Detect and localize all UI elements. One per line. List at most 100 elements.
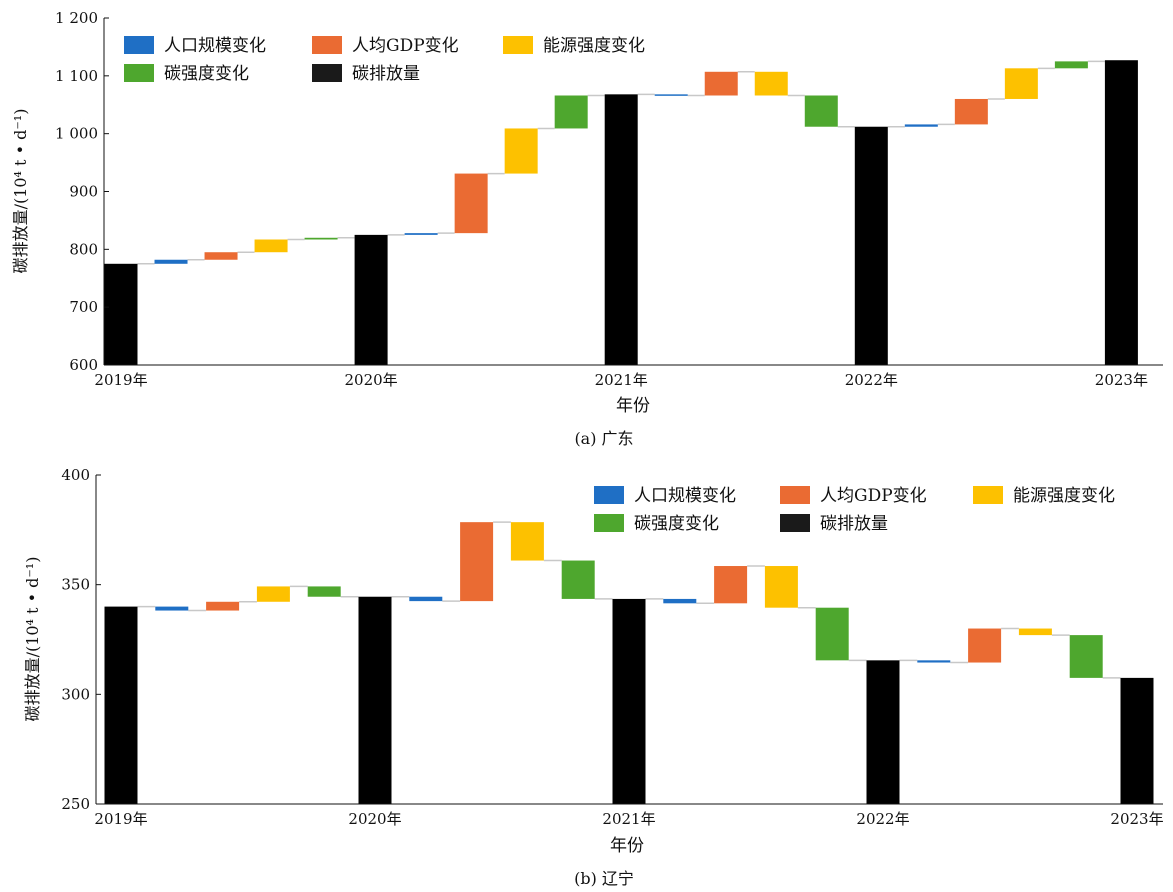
legend-swatch-carbon-intensity — [124, 64, 154, 82]
bar-gdp-per-capita-change — [968, 628, 1002, 663]
bar-gdp-per-capita-change — [460, 522, 494, 602]
bar-total-emissions — [612, 598, 646, 804]
y-tick-label: 800 — [69, 240, 98, 258]
bar-carbon-intensity-change — [1054, 61, 1088, 69]
y-tick-label: 1 000 — [55, 125, 98, 143]
x-tick-label: 2023年 — [1110, 810, 1163, 828]
legend: 人口规模变化 人均GDP变化 能源强度变化 碳强度变化 碳排放量 — [594, 486, 1115, 534]
bar-population-change — [663, 598, 697, 604]
legend-swatch-energy-intensity — [503, 36, 533, 54]
y-tick-label: 250 — [61, 795, 90, 813]
connector-lines — [137, 521, 1121, 679]
legend-swatch-population — [594, 486, 624, 504]
bar-energy-intensity-change — [1004, 68, 1038, 99]
bar-total-emissions — [358, 596, 392, 804]
bar-group — [104, 522, 1154, 804]
bar-population-change — [904, 124, 938, 127]
bar-group — [104, 60, 1138, 366]
legend: 人口规模变化 人均GDP变化 能源强度变化 碳强度变化 碳排放量 — [124, 36, 645, 84]
y-tick-labels: 250 300 350 400 — [61, 466, 101, 813]
legend-label: 人均GDP变化 — [352, 36, 459, 56]
bar-gdp-per-capita-change — [704, 71, 738, 96]
x-tick-label: 2019年 — [94, 371, 147, 389]
bar-gdp-per-capita-change — [454, 173, 488, 234]
connector-lines — [137, 60, 1105, 265]
legend-label: 人均GDP变化 — [820, 486, 927, 506]
panel-caption: (a) 广东 — [574, 429, 633, 448]
bar-total-emissions — [104, 263, 138, 365]
bar-population-change — [404, 233, 438, 235]
x-tick-label: 2021年 — [595, 371, 648, 389]
y-axis-label: 碳排放量/(10⁴ t • d⁻¹) — [23, 557, 42, 722]
bar-gdp-per-capita-change — [954, 98, 988, 125]
y-tick-label: 600 — [69, 356, 98, 374]
bar-energy-intensity-change — [504, 128, 538, 174]
x-tick-label: 2021年 — [602, 810, 655, 828]
x-tick-label: 2020年 — [348, 810, 401, 828]
bar-carbon-intensity-change — [304, 237, 338, 240]
bar-energy-intensity-change — [510, 522, 544, 561]
bar-energy-intensity-change — [754, 71, 788, 96]
y-tick-label: 1 100 — [55, 67, 98, 85]
bar-gdp-per-capita-change — [714, 566, 748, 604]
bar-total-emissions — [1120, 677, 1154, 804]
x-tick-labels: 2019年 2020年 2021年 2022年 2023年 — [94, 810, 1163, 828]
legend-swatch-gdp — [312, 36, 342, 54]
legend-swatch-emissions — [780, 514, 810, 532]
x-tick-label: 2023年 — [1095, 371, 1148, 389]
y-tick-labels: 600 700 800 900 1 000 1 100 1 200 — [55, 9, 109, 374]
bar-total-emissions — [866, 660, 900, 804]
bar-carbon-intensity-change — [554, 95, 588, 129]
bar-population-change — [409, 596, 443, 602]
y-tick-label: 300 — [61, 685, 90, 703]
x-tick-label: 2022年 — [845, 371, 898, 389]
y-tick-label: 700 — [69, 298, 98, 316]
legend-label: 能源强度变化 — [1013, 486, 1115, 506]
bar-carbon-intensity-change — [815, 607, 849, 661]
y-tick-label: 350 — [61, 576, 90, 594]
x-axis-label: 年份 — [616, 396, 650, 416]
bar-population-change — [917, 660, 951, 663]
bar-population-change — [155, 606, 189, 611]
bar-total-emissions — [104, 606, 138, 804]
y-axis-label: 碳排放量/(10⁴ t • d⁻¹) — [11, 109, 30, 274]
bar-total-emissions — [1104, 60, 1138, 366]
legend-label: 碳排放量 — [352, 64, 420, 84]
chart-panel-liaoning: 250 300 350 400 2019年 2020年 2021年 2022年 2023年 碳… — [23, 466, 1164, 888]
legend-label: 能源强度变化 — [543, 36, 645, 56]
x-tick-label: 2022年 — [856, 810, 909, 828]
bar-carbon-intensity-change — [804, 95, 838, 127]
bar-carbon-intensity-change — [307, 586, 341, 597]
bar-population-change — [154, 259, 188, 264]
legend-swatch-emissions — [312, 64, 342, 82]
bar-total-emissions — [604, 94, 638, 365]
bar-gdp-per-capita-change — [204, 252, 238, 260]
y-tick-label: 900 — [69, 183, 98, 201]
bar-energy-intensity-change — [256, 586, 290, 602]
bar-carbon-intensity-change — [1069, 635, 1103, 678]
axes — [95, 475, 1163, 805]
legend-swatch-population — [124, 36, 154, 54]
y-tick-label: 1 200 — [55, 9, 98, 27]
legend-label: 碳强度变化 — [164, 64, 249, 84]
legend-swatch-carbon-intensity — [594, 514, 624, 532]
legend-label: 人口规模变化 — [634, 486, 736, 506]
bar-energy-intensity-change — [254, 239, 288, 253]
legend-swatch-gdp — [780, 486, 810, 504]
bar-total-emissions — [854, 126, 888, 365]
x-tick-label: 2020年 — [345, 371, 398, 389]
bar-energy-intensity-change — [764, 566, 798, 608]
panel-caption: (b) 辽宁 — [574, 869, 634, 888]
x-tick-labels: 2019年 2020年 2021年 2022年 2023年 — [94, 371, 1148, 389]
bar-total-emissions — [354, 234, 388, 365]
legend-label: 碳强度变化 — [634, 514, 719, 534]
x-axis-label: 年份 — [610, 836, 644, 856]
bar-gdp-per-capita-change — [206, 601, 240, 611]
bar-population-change — [654, 94, 688, 96]
legend-label: 碳排放量 — [820, 514, 888, 534]
x-tick-label: 2019年 — [94, 810, 147, 828]
bar-carbon-intensity-change — [561, 560, 595, 599]
y-tick-label: 400 — [61, 466, 90, 484]
